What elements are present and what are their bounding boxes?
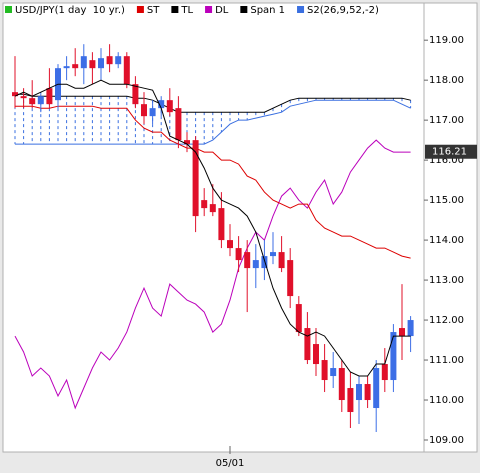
candle-body xyxy=(227,240,233,249)
candle-body xyxy=(98,58,104,69)
legend-swatch xyxy=(297,6,305,13)
candle-body xyxy=(218,208,225,241)
candle-body xyxy=(261,256,268,269)
legend-swatch xyxy=(5,6,12,13)
y-tick-label: 112.00 xyxy=(429,315,464,326)
candle-body xyxy=(364,384,371,401)
y-tick-label: 116.00 xyxy=(429,155,464,166)
legend-label: S2(26,9,52,-2) xyxy=(307,5,379,16)
candle-body xyxy=(381,364,388,381)
candle-body xyxy=(287,260,294,297)
y-tick-label: 118.00 xyxy=(429,75,464,86)
candle-body xyxy=(106,56,113,65)
candle-body xyxy=(20,96,27,99)
candle-body xyxy=(209,204,216,213)
candle-body xyxy=(12,92,18,97)
y-tick-label: 114.00 xyxy=(429,235,464,246)
y-tick-label: 111.00 xyxy=(429,355,464,366)
last-price-label: 116.21 xyxy=(432,147,467,158)
y-tick-label: 109.00 xyxy=(429,435,464,446)
candle-body xyxy=(132,84,139,105)
legend-label: DL xyxy=(215,5,229,16)
axis-area xyxy=(423,2,478,453)
line-1 xyxy=(14,79,411,377)
line-3 xyxy=(15,93,411,113)
candle-body xyxy=(270,252,276,257)
candle-body xyxy=(278,252,285,269)
legend-label: Span 1 xyxy=(250,5,285,16)
legend-label: USD/JPY(1 day 10 yr.) xyxy=(15,5,125,16)
candle-body xyxy=(141,104,147,117)
line-4 xyxy=(15,99,411,145)
candle-body xyxy=(184,140,190,145)
legend-label: TL xyxy=(180,5,193,16)
candle-body xyxy=(347,388,354,413)
candle-body xyxy=(175,108,182,141)
candle-body xyxy=(338,368,345,401)
candle-body xyxy=(330,368,337,377)
candle-body xyxy=(399,328,405,337)
y-tick-label: 110.00 xyxy=(429,395,464,406)
candle-body xyxy=(390,332,397,381)
y-tick-label: 113.00 xyxy=(429,275,464,286)
candle-body xyxy=(313,344,319,365)
legend-swatch xyxy=(205,6,213,13)
y-tick-label: 117.00 xyxy=(429,115,464,126)
candle-body xyxy=(115,56,122,65)
candle-body xyxy=(192,140,199,217)
legend-swatch xyxy=(240,6,248,13)
line-2 xyxy=(14,139,411,410)
plot-area xyxy=(2,2,425,453)
candle-body xyxy=(295,304,302,333)
candle-body xyxy=(123,56,130,85)
candle-body xyxy=(244,252,251,269)
line-0 xyxy=(15,105,411,259)
candle-body xyxy=(407,320,414,337)
last-price-box xyxy=(425,144,477,159)
candle-body xyxy=(46,88,53,105)
y-tick-label: 119.00 xyxy=(429,35,464,46)
candle-body xyxy=(235,248,242,261)
legend-swatch xyxy=(171,6,179,13)
y-tick-label: 115.00 xyxy=(429,195,464,206)
candle-body xyxy=(80,56,87,69)
candle-body xyxy=(252,260,259,269)
x-tick-label: 05/01 xyxy=(216,458,245,469)
candle-body xyxy=(373,368,380,409)
candle-body xyxy=(37,96,44,105)
candle-body xyxy=(158,100,165,109)
candle-body xyxy=(321,360,328,381)
legend-swatch xyxy=(136,6,144,13)
candle-body xyxy=(89,60,96,69)
candle-body xyxy=(72,64,79,69)
candle-body xyxy=(166,100,173,113)
candle-body xyxy=(29,98,36,105)
legend-label: ST xyxy=(147,5,160,16)
candle-body xyxy=(201,200,208,209)
candle-body xyxy=(63,66,70,69)
candle-body xyxy=(356,384,362,401)
candle-body xyxy=(304,328,311,361)
candle-body xyxy=(149,108,156,117)
